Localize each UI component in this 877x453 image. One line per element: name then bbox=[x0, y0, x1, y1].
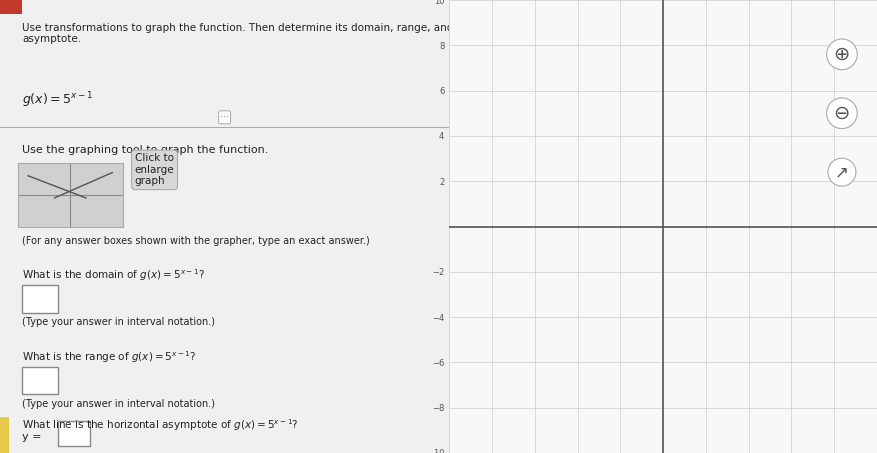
FancyBboxPatch shape bbox=[23, 285, 59, 313]
Text: What is the domain of $g(x) = 5^{x-1}$?: What is the domain of $g(x) = 5^{x-1}$? bbox=[23, 267, 205, 283]
Text: ···: ··· bbox=[220, 112, 229, 122]
FancyBboxPatch shape bbox=[0, 417, 9, 453]
Text: ⊖: ⊖ bbox=[834, 104, 850, 123]
Text: (For any answer boxes shown with the grapher, type an exact answer.): (For any answer boxes shown with the gra… bbox=[23, 236, 370, 246]
Text: ↗: ↗ bbox=[835, 163, 849, 181]
FancyBboxPatch shape bbox=[59, 421, 89, 446]
Text: Click to
enlarge
graph: Click to enlarge graph bbox=[135, 153, 175, 187]
Text: y =: y = bbox=[23, 432, 46, 442]
Text: $g(x) = 5^{x-1}$: $g(x) = 5^{x-1}$ bbox=[23, 91, 94, 110]
Text: ⊕: ⊕ bbox=[834, 45, 850, 64]
Text: What line is the horizontal asymptote of $g(x) = 5^{x-1}$?: What line is the horizontal asymptote of… bbox=[23, 417, 299, 433]
Text: (Type your answer in interval notation.): (Type your answer in interval notation.) bbox=[23, 399, 216, 409]
Text: Use the graphing tool to graph the function.: Use the graphing tool to graph the funct… bbox=[23, 145, 269, 155]
FancyBboxPatch shape bbox=[0, 0, 23, 14]
FancyBboxPatch shape bbox=[23, 367, 59, 394]
Text: Use transformations to graph the function. Then determine its domain, range, and: Use transformations to graph the functio… bbox=[23, 23, 510, 44]
Text: What is the range of $g(x) = 5^{x-1}$?: What is the range of $g(x) = 5^{x-1}$? bbox=[23, 349, 196, 365]
Text: (Type your answer in interval notation.): (Type your answer in interval notation.) bbox=[23, 317, 216, 327]
